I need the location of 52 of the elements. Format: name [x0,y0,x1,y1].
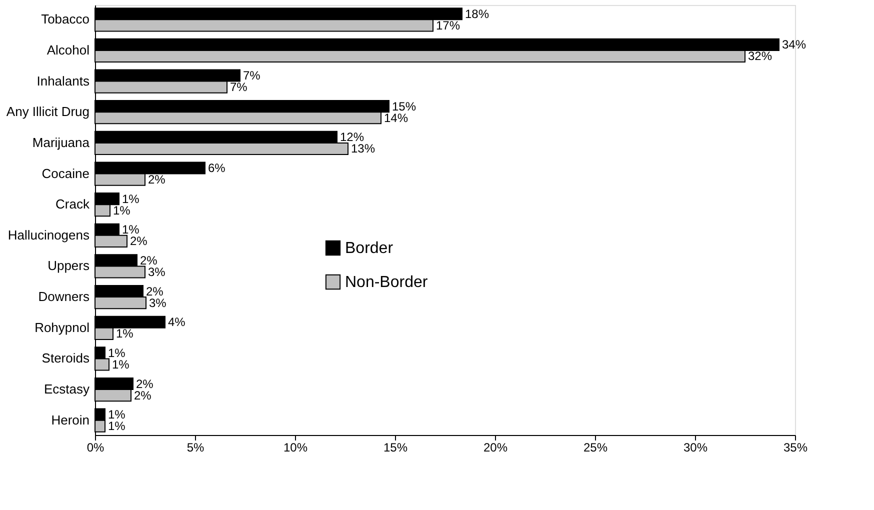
x-tick-label: 0% [86,440,104,454]
data-label: 4% [168,315,186,330]
data-label: 2% [134,388,152,402]
y-tick-label: Cocaine [42,166,90,181]
x-tick-label: 15% [383,440,408,454]
data-label: 1% [122,222,140,237]
y-tick-label: Hallucinogens [8,227,90,242]
data-label: 2% [148,172,166,187]
x-tick-label: 35% [783,440,808,454]
data-label: 6% [208,160,226,175]
x-tick-label: 5% [186,440,204,454]
data-label: 1% [108,346,126,360]
data-label: 1% [108,408,126,422]
x-tick-label: 30% [683,440,708,454]
data-label: 3% [149,296,167,310]
y-tick-label: Inhalants [36,73,90,88]
y-tick-label: Alcohol [46,42,90,58]
y-tick-label: Any Illicit Drug [6,104,90,120]
x-tick-label: 25% [583,440,608,454]
data-label: 12% [340,130,364,144]
legend-label: Border [345,240,394,257]
y-tick-label: Steroids [42,350,90,366]
y-tick-label: Ecstasy [44,382,90,397]
data-label: 2% [146,284,164,298]
data-label: 13% [351,142,376,156]
data-label: 34% [782,38,806,52]
y-tick-label: Uppers [48,258,90,274]
data-label: 17% [436,18,460,32]
data-label: 2% [140,253,158,268]
data-label: 1% [113,203,131,218]
data-label: 1% [122,192,140,206]
y-tick-label: Downers [38,289,90,304]
y-tick-label: Heroin [51,412,90,428]
data-label: 7% [243,68,261,83]
data-label: 32% [748,49,772,64]
y-tick-label: Marijuana [32,134,90,150]
y-tick-label: Rohypnol [34,320,90,335]
data-label: 1% [112,357,130,372]
data-label: 1% [116,326,134,341]
data-label: 14% [384,110,408,125]
legend-label: Non-Border [345,274,428,291]
y-tick-label: Tobacco [41,12,90,27]
x-tick-label: 10% [283,440,308,454]
data-label: 7% [230,80,248,94]
data-label: 1% [108,419,126,434]
data-label: 3% [148,265,166,280]
data-label: 18% [465,6,490,21]
data-label: 15% [392,99,416,114]
x-tick-label: 20% [483,440,508,454]
y-tick-label: Crack [56,196,90,212]
data-label: 2% [136,376,154,391]
data-label: 2% [130,234,148,248]
